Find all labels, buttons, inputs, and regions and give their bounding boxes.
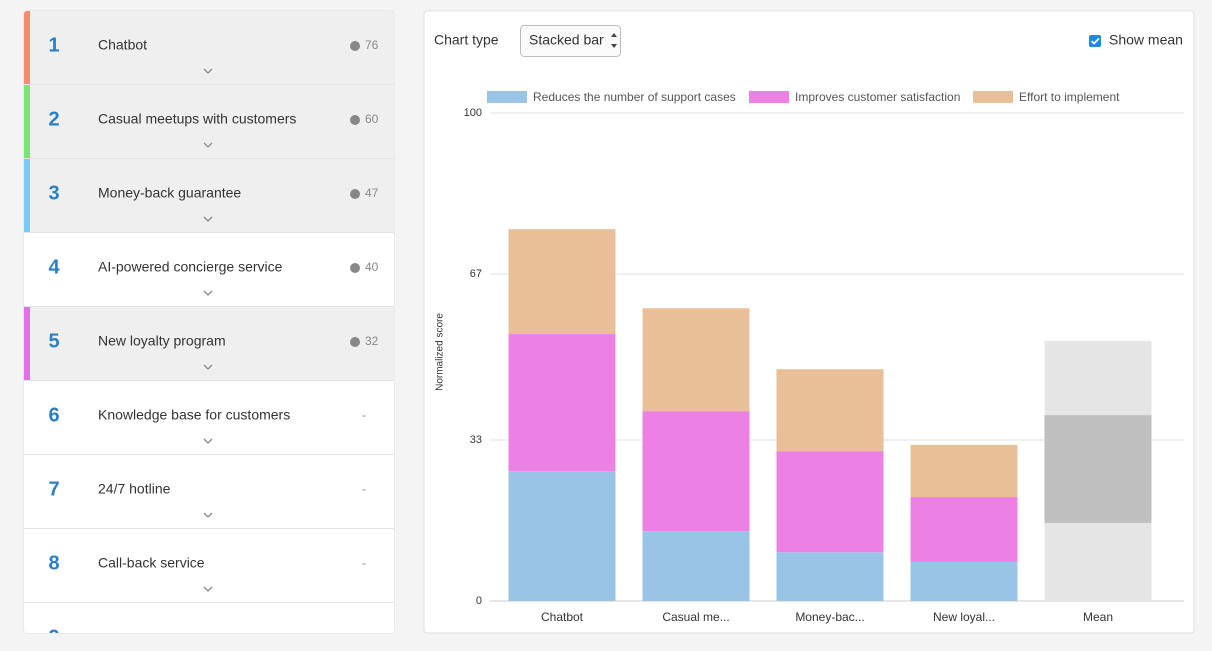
- row-score: -: [362, 408, 366, 422]
- x-tick-label: Casual me...: [662, 610, 729, 624]
- row-score: 47: [365, 186, 379, 200]
- bar-segment: [642, 531, 750, 601]
- y-axis-label: Normalized score: [435, 313, 446, 391]
- row-rank: 3: [48, 182, 59, 204]
- bar-segment: [508, 229, 616, 335]
- row-label: AI-powered concierge service: [98, 259, 283, 275]
- expand-chevron: [203, 512, 213, 518]
- x-tick-label: New loyal...: [933, 610, 995, 624]
- expand-chevron: [203, 364, 213, 370]
- y-tick-label: 33: [470, 434, 482, 446]
- row-rank: 6: [48, 404, 59, 426]
- expand-chevron: [203, 142, 213, 148]
- x-tick-label: Money-bac...: [795, 610, 864, 624]
- bar-segment: [910, 444, 1018, 498]
- bar-segment: [508, 471, 616, 601]
- row-rank: 7: [48, 478, 59, 500]
- row-label: New loyalty program: [98, 333, 226, 349]
- row-label: Chatbot: [98, 37, 147, 53]
- row-background: [24, 455, 394, 529]
- list-row[interactable]: 1 Chatbot 76: [24, 11, 394, 85]
- list-row[interactable]: 6 Knowledge base for customers -: [24, 381, 394, 455]
- row-color-bar: [24, 11, 30, 85]
- row-label: Call-back service: [98, 555, 205, 571]
- legend-swatch: [973, 91, 1013, 103]
- bar-segment: [642, 411, 750, 532]
- expand-chevron: [203, 438, 213, 444]
- list-row[interactable]: 9: [24, 603, 394, 651]
- legend-label: Reduces the number of support cases: [533, 90, 736, 104]
- star-icon: [350, 115, 360, 125]
- list-row[interactable]: 3 Money-back guarantee 47: [24, 159, 394, 233]
- chart-type-label: Chart type: [434, 32, 499, 48]
- legend-swatch: [749, 91, 789, 103]
- row-score: -: [362, 482, 366, 496]
- list: 1 Chatbot 762 Casual meetups with customers…: [24, 11, 394, 651]
- legend-swatch: [487, 91, 527, 103]
- row-background: [24, 529, 394, 603]
- star-icon: [350, 263, 360, 273]
- checkbox-check: [1090, 37, 1100, 45]
- row-rank: 4: [48, 256, 60, 278]
- row-background: [24, 11, 394, 85]
- expand-chevron: [203, 290, 213, 296]
- y-tick-label: 0: [476, 595, 482, 607]
- chart-type-value: Stacked bar: [529, 32, 604, 48]
- legend-label: Effort to implement: [1019, 90, 1120, 104]
- x-tick-label: Chatbot: [541, 610, 584, 624]
- row-rank: 2: [48, 108, 59, 130]
- bar-segment: [508, 334, 616, 472]
- row-label: Knowledge base for customers: [98, 407, 290, 423]
- chart: 0 33 67 100 Reduces the number of support ca…: [464, 90, 1184, 624]
- expand-chevron: [203, 216, 213, 222]
- legend-label: Improves customer satisfaction: [795, 90, 960, 104]
- row-rank: 1: [48, 34, 59, 56]
- star-icon: [350, 41, 360, 51]
- expand-chevron: [203, 586, 213, 592]
- star-icon: [350, 337, 360, 347]
- row-label: 24/7 hotline: [98, 481, 171, 497]
- row-background: [24, 603, 394, 633]
- row-rank: 5: [48, 330, 59, 352]
- x-tick-label: Mean: [1083, 610, 1113, 624]
- mean-segment: [1044, 340, 1152, 416]
- chart-type-select[interactable]: [520, 25, 621, 57]
- row-color-bar: [24, 307, 30, 381]
- star-icon: [350, 189, 360, 199]
- show-mean-label[interactable]: Show mean: [1109, 32, 1183, 48]
- y-tick-label: 67: [470, 268, 482, 280]
- bar-segment: [642, 308, 750, 412]
- row-label: Money-back guarantee: [98, 185, 241, 201]
- list-row[interactable]: 2 Casual meetups with customers 60: [24, 85, 394, 159]
- bar-segment: [776, 451, 884, 553]
- row-color-bar: [24, 159, 30, 233]
- row-rank: 9: [48, 626, 59, 648]
- expand-chevron: [203, 68, 213, 74]
- row-label: Casual meetups with customers: [98, 111, 296, 127]
- bar-segment: [910, 497, 1018, 562]
- bar-segment: [910, 561, 1018, 601]
- row-score: 32: [365, 334, 379, 348]
- bar-segment: [776, 552, 884, 601]
- checkbox-box: [1089, 35, 1101, 47]
- row-score: 40: [365, 260, 379, 274]
- list-row[interactable]: 4 AI-powered concierge service 40: [24, 233, 394, 307]
- mean-segment: [1044, 415, 1152, 523]
- y-tick-label: 100: [464, 107, 482, 119]
- select-arrows: [611, 33, 617, 48]
- row-score: 60: [365, 112, 379, 126]
- row-rank: 8: [48, 552, 59, 574]
- bar-segment: [776, 369, 884, 452]
- row-score: -: [362, 556, 366, 570]
- list-row[interactable]: 8 Call-back service -: [24, 529, 394, 603]
- list-row[interactable]: 5 New loyalty program 32: [24, 307, 394, 381]
- show-mean-checkbox[interactable]: [1089, 35, 1101, 47]
- list-row[interactable]: 7 24/7 hotline -: [24, 455, 394, 529]
- row-color-bar: [24, 85, 30, 159]
- row-score: 76: [365, 38, 379, 52]
- mean-segment: [1044, 522, 1152, 601]
